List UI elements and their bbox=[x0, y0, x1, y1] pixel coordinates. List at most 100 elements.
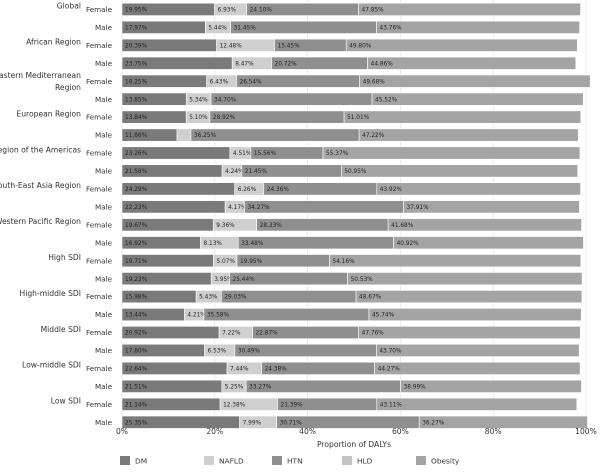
bar-segment-obesity bbox=[359, 74, 591, 88]
data-label: 36.27% bbox=[422, 420, 445, 426]
region-label: Middle SDI bbox=[41, 325, 81, 334]
sex-label: Male bbox=[95, 59, 113, 68]
data-label: 5.43% bbox=[199, 295, 218, 301]
data-label: 8.47% bbox=[235, 61, 254, 67]
data-label: 24.38% bbox=[265, 367, 288, 373]
data-label: 41.68% bbox=[391, 223, 414, 229]
data-label: 49.68% bbox=[363, 79, 386, 85]
region-label: European Region bbox=[16, 109, 81, 118]
sex-label: Male bbox=[95, 23, 113, 32]
data-label: 5.10% bbox=[189, 115, 208, 121]
sex-label: Male bbox=[95, 346, 113, 355]
data-label: 11.86% bbox=[125, 133, 148, 139]
sex-label: Female bbox=[86, 328, 113, 337]
data-label: 21.51% bbox=[125, 384, 148, 390]
sex-label: Male bbox=[95, 167, 113, 176]
data-label: 47.22% bbox=[362, 133, 385, 139]
sex-label: Female bbox=[86, 185, 113, 194]
region-label: Region of the Americas bbox=[0, 145, 81, 154]
region-label: Low SDI bbox=[51, 397, 81, 406]
data-label: 55.37% bbox=[326, 151, 349, 157]
data-label: 23.26% bbox=[125, 151, 148, 157]
data-label: 43.92% bbox=[380, 187, 403, 193]
legend-swatch bbox=[416, 456, 426, 465]
data-label: 26.54% bbox=[240, 79, 263, 85]
sex-label: Female bbox=[86, 113, 113, 122]
data-label: 5.44% bbox=[208, 25, 227, 31]
data-label: 43.11% bbox=[380, 402, 403, 408]
data-label: 51.01% bbox=[347, 115, 370, 121]
data-label: 7.44% bbox=[230, 367, 249, 373]
bar-segment-obesity bbox=[355, 290, 583, 304]
data-label: 25.44% bbox=[233, 277, 256, 283]
data-label: 15.98% bbox=[125, 295, 148, 301]
data-label: 54.16% bbox=[333, 259, 356, 265]
data-label: 3.95% bbox=[214, 277, 233, 283]
data-label: 4.24% bbox=[225, 169, 244, 175]
sex-label: Female bbox=[86, 41, 113, 50]
bar-segment-obesity bbox=[358, 325, 581, 339]
bar-segment-obesity bbox=[387, 218, 582, 232]
data-label: 50.95% bbox=[344, 169, 367, 175]
data-label: 30.49% bbox=[238, 349, 261, 355]
data-label: 38.99% bbox=[404, 384, 427, 390]
data-label: 50.53% bbox=[351, 277, 374, 283]
bar-segment-obesity bbox=[367, 56, 577, 70]
region-label: Region bbox=[55, 83, 81, 92]
x-tick-label: 0% bbox=[116, 427, 128, 436]
sex-label: Male bbox=[95, 418, 113, 427]
data-label: 12.38% bbox=[223, 402, 246, 408]
sex-label: Male bbox=[95, 238, 113, 247]
region-label: African Region bbox=[26, 38, 81, 47]
data-label: 21.58% bbox=[125, 169, 148, 175]
x-axis: 0% 20% 40% 60% 80% 100% bbox=[116, 427, 597, 436]
sex-label: Male bbox=[95, 382, 113, 391]
data-label: 24.29% bbox=[125, 187, 148, 193]
data-label: 35.58% bbox=[207, 313, 230, 319]
sex-label: Female bbox=[86, 400, 113, 409]
data-label: 22.87% bbox=[256, 331, 279, 337]
data-label: 28.92% bbox=[213, 115, 236, 121]
data-label: 43.76% bbox=[380, 25, 403, 31]
data-label: 19.67% bbox=[125, 223, 148, 229]
legend-swatch bbox=[342, 456, 352, 465]
data-label: 29.03% bbox=[224, 295, 247, 301]
bar-segment-obesity bbox=[322, 146, 581, 160]
bar-segment-obesity bbox=[418, 415, 588, 429]
sex-label: Male bbox=[95, 131, 113, 140]
data-label: 21.45% bbox=[245, 169, 268, 175]
legend-label: DM bbox=[135, 457, 147, 466]
bar-segment-htn bbox=[190, 128, 360, 142]
region-label: Low-middle SDI bbox=[22, 361, 81, 370]
bar-segment-obesity bbox=[329, 254, 582, 268]
sex-label: Female bbox=[86, 364, 113, 373]
data-label: 43.70% bbox=[379, 349, 402, 355]
data-label: 33.48% bbox=[241, 241, 264, 247]
data-label: 25.35% bbox=[125, 420, 148, 426]
category-labels: Global Female Male African Region Female Male… bbox=[0, 2, 113, 427]
data-label: 30.71% bbox=[280, 420, 303, 426]
bar-segment-obesity bbox=[376, 397, 578, 411]
data-label: 23.75% bbox=[125, 61, 148, 67]
sex-label: Female bbox=[86, 220, 113, 229]
x-tick-label: 60% bbox=[392, 427, 409, 436]
data-label: 20.39% bbox=[125, 43, 148, 49]
data-label: 22.64% bbox=[125, 367, 148, 373]
data-label: 48.67% bbox=[359, 295, 382, 301]
data-label: 4.17% bbox=[228, 205, 247, 211]
legend: DM NAFLD HTN HLD Obesity bbox=[120, 456, 460, 466]
sex-label: Female bbox=[86, 292, 113, 301]
region-label: Global bbox=[57, 2, 81, 11]
bars: 19.95% 6.93% 24.10% 47.85% 17.97% 5.44% 31.45%… bbox=[121, 2, 591, 429]
bar-segment-obesity bbox=[400, 379, 582, 393]
data-label: 6.93% bbox=[218, 8, 237, 14]
x-tick-label: 100% bbox=[575, 427, 597, 436]
data-label: 44.86% bbox=[371, 61, 394, 67]
data-label: 44.27% bbox=[378, 367, 401, 373]
bar-segment-obesity bbox=[376, 20, 580, 34]
bar-segment-obesity bbox=[403, 200, 580, 214]
data-label: 45.74% bbox=[372, 313, 395, 319]
bar-segment-obesity bbox=[345, 38, 578, 52]
bar-segment-obesity bbox=[371, 92, 584, 106]
